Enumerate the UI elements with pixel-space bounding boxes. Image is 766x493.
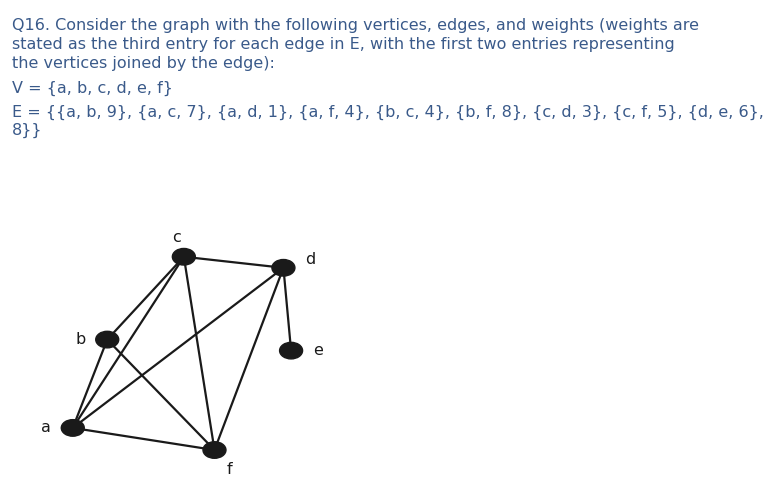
Circle shape (272, 259, 295, 276)
Circle shape (172, 248, 195, 265)
Text: e: e (313, 343, 322, 358)
Text: V = {a, b, c, d, e, f}: V = {a, b, c, d, e, f} (12, 81, 173, 96)
Circle shape (96, 331, 119, 348)
Text: the vertices joined by the edge):: the vertices joined by the edge): (12, 56, 275, 71)
Text: stated as the third entry for each edge in E, with the first two entries represe: stated as the third entry for each edge … (12, 37, 675, 52)
Text: Q16. Consider the graph with the following vertices, edges, and weights (weights: Q16. Consider the graph with the followi… (12, 18, 699, 33)
Text: b: b (75, 332, 86, 347)
Circle shape (61, 420, 84, 436)
Text: a: a (41, 421, 51, 435)
Text: d: d (305, 252, 316, 267)
Text: f: f (227, 462, 233, 477)
Text: c: c (172, 230, 181, 245)
Text: E = {{a, b, 9}, {a, c, 7}, {a, d, 1}, {a, f, 4}, {b, c, 4}, {b, f, 8}, {c, d, 3}: E = {{a, b, 9}, {a, c, 7}, {a, d, 1}, {a… (12, 105, 766, 120)
Text: 8}}: 8}} (12, 123, 42, 138)
Circle shape (280, 342, 303, 359)
Circle shape (203, 442, 226, 458)
